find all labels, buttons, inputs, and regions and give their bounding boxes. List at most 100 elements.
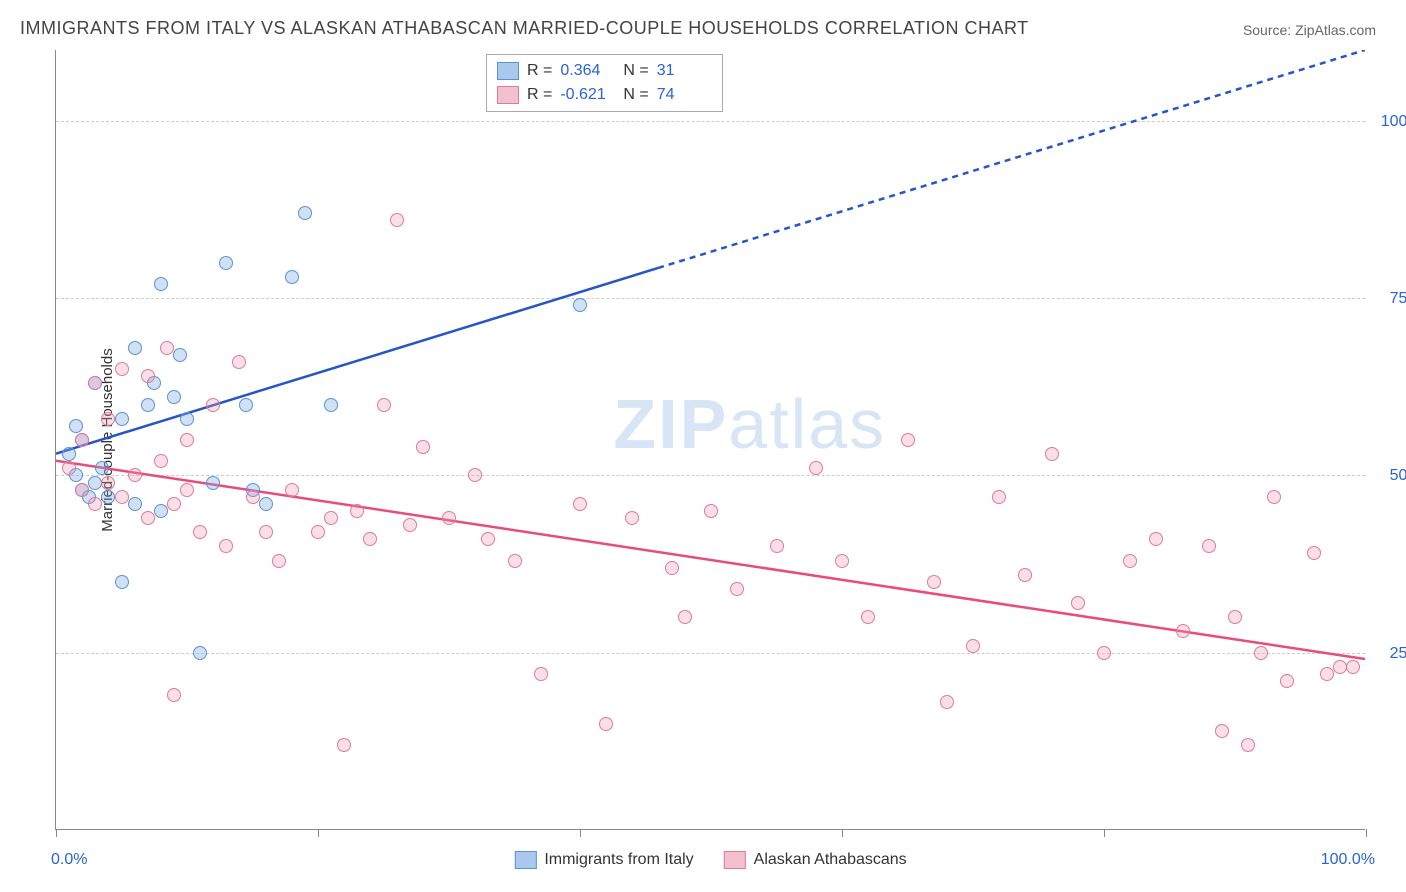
- data-point: [101, 476, 115, 490]
- data-point: [861, 610, 875, 624]
- data-point: [625, 511, 639, 525]
- data-point: [167, 688, 181, 702]
- watermark: ZIPatlas: [613, 384, 886, 464]
- data-point: [206, 398, 220, 412]
- data-point: [167, 497, 181, 511]
- data-point: [69, 419, 83, 433]
- data-point: [901, 433, 915, 447]
- data-point: [180, 483, 194, 497]
- data-point: [1228, 610, 1242, 624]
- data-point: [1202, 539, 1216, 553]
- stats-row-series-2: R = -0.621 N = 74: [497, 83, 712, 107]
- data-point: [678, 610, 692, 624]
- data-point: [154, 454, 168, 468]
- data-point: [115, 362, 129, 376]
- data-point: [115, 490, 129, 504]
- data-point: [180, 433, 194, 447]
- data-point: [324, 398, 338, 412]
- data-point: [1018, 568, 1032, 582]
- data-point: [1254, 646, 1268, 660]
- watermark-bold: ZIP: [613, 385, 728, 463]
- data-point: [927, 575, 941, 589]
- data-point: [442, 511, 456, 525]
- data-point: [363, 532, 377, 546]
- data-point: [350, 504, 364, 518]
- n-label: N =: [623, 86, 648, 104]
- trend-lines: [56, 50, 1365, 829]
- data-point: [377, 398, 391, 412]
- data-point: [193, 525, 207, 539]
- data-point: [599, 717, 613, 731]
- data-point: [285, 483, 299, 497]
- data-point: [1280, 674, 1294, 688]
- x-tick: [1366, 829, 1367, 837]
- data-point: [534, 667, 548, 681]
- r-value-2: -0.621: [560, 86, 615, 104]
- n-value-1: 31: [657, 62, 712, 80]
- data-point: [75, 433, 89, 447]
- trend-line-0-solid: [56, 268, 658, 454]
- x-tick: [1104, 829, 1105, 837]
- data-point: [141, 398, 155, 412]
- y-tick-label: 75.0%: [1375, 290, 1406, 308]
- data-point: [128, 468, 142, 482]
- data-point: [337, 738, 351, 752]
- correlation-stats-box: R = 0.364 N = 31 R = -0.621 N = 74: [486, 54, 723, 112]
- plot-area: Married-couple Households 25.0%50.0%75.0…: [55, 50, 1365, 830]
- data-point: [468, 468, 482, 482]
- data-point: [809, 461, 823, 475]
- swatch-series-1: [497, 62, 519, 80]
- legend-label-1: Immigrants from Italy: [544, 851, 693, 869]
- data-point: [311, 525, 325, 539]
- data-point: [88, 476, 102, 490]
- data-point: [390, 213, 404, 227]
- data-point: [154, 277, 168, 291]
- data-point: [206, 476, 220, 490]
- data-point: [115, 575, 129, 589]
- n-value-2: 74: [657, 86, 712, 104]
- data-point: [1176, 624, 1190, 638]
- x-tick-label-max: 100.0%: [1321, 851, 1375, 869]
- data-point: [730, 582, 744, 596]
- stats-row-series-1: R = 0.364 N = 31: [497, 59, 712, 83]
- data-point: [1215, 724, 1229, 738]
- data-point: [128, 497, 142, 511]
- data-point: [95, 461, 109, 475]
- legend-label-2: Alaskan Athabascans: [754, 851, 907, 869]
- data-point: [167, 390, 181, 404]
- legend-item-2: Alaskan Athabascans: [724, 851, 907, 869]
- data-point: [1241, 738, 1255, 752]
- chart-title: IMMIGRANTS FROM ITALY VS ALASKAN ATHABAS…: [20, 18, 1029, 39]
- x-tick: [318, 829, 319, 837]
- data-point: [101, 490, 115, 504]
- data-point: [219, 256, 233, 270]
- data-point: [62, 461, 76, 475]
- gridline: 75.0%: [56, 298, 1365, 299]
- data-point: [1149, 532, 1163, 546]
- swatch-series-2: [497, 86, 519, 104]
- data-point: [219, 539, 233, 553]
- data-point: [101, 412, 115, 426]
- data-point: [298, 206, 312, 220]
- data-point: [232, 355, 246, 369]
- data-point: [992, 490, 1006, 504]
- data-point: [154, 504, 168, 518]
- data-point: [272, 554, 286, 568]
- data-point: [285, 270, 299, 284]
- data-point: [770, 539, 784, 553]
- watermark-rest: atlas: [728, 385, 886, 463]
- data-point: [1320, 667, 1334, 681]
- data-point: [481, 532, 495, 546]
- source-attribution: Source: ZipAtlas.com: [1243, 22, 1376, 38]
- trend-line-0-dashed: [658, 50, 1365, 268]
- data-point: [141, 369, 155, 383]
- data-point: [835, 554, 849, 568]
- data-point: [1333, 660, 1347, 674]
- data-point: [180, 412, 194, 426]
- data-point: [259, 525, 273, 539]
- data-point: [160, 341, 174, 355]
- data-point: [88, 497, 102, 511]
- data-point: [665, 561, 679, 575]
- data-point: [115, 412, 129, 426]
- x-tick: [580, 829, 581, 837]
